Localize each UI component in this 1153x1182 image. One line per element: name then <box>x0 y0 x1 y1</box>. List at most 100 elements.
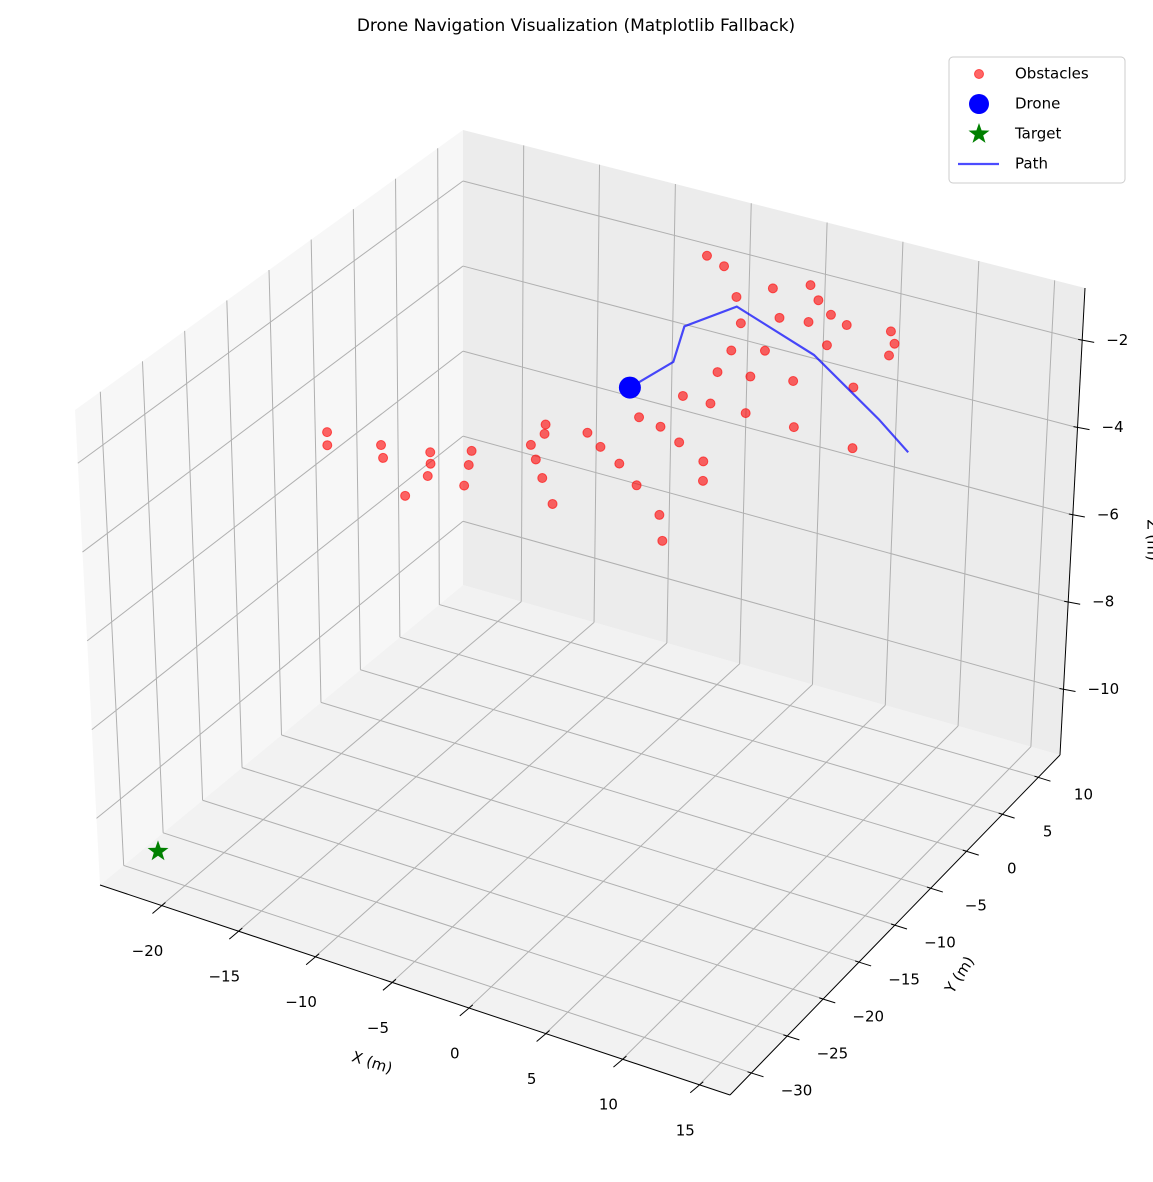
obstacle-point <box>788 422 799 433</box>
grid-line <box>352 209 361 670</box>
back-pane <box>463 130 1085 755</box>
grid-line <box>141 361 164 833</box>
y-tick-mark <box>747 1071 764 1078</box>
legend-swatch <box>974 69 984 79</box>
x-tick-label: −20 <box>132 942 164 960</box>
legend-swatch <box>968 123 990 143</box>
obstacle-point <box>322 427 333 438</box>
x-tick-label: −10 <box>285 993 317 1011</box>
obstacle-point <box>466 445 477 456</box>
legend-box <box>948 56 1126 184</box>
obstacle-point <box>821 340 832 351</box>
obstacle-point <box>547 498 558 509</box>
z-tick-mark <box>1078 338 1095 343</box>
x-tick-label: 5 <box>527 1070 537 1088</box>
obstacle-point <box>674 437 685 448</box>
obstacle-point <box>463 459 474 470</box>
y-axis-label: Y (m) <box>941 953 979 997</box>
grid-line <box>520 145 525 602</box>
y-tick-label: −25 <box>817 1044 849 1062</box>
obstacle-point <box>422 471 433 482</box>
obstacle-point <box>376 440 387 451</box>
grid-line <box>811 222 828 685</box>
drone-marker <box>618 376 641 399</box>
grid-line <box>268 269 282 736</box>
obstacle-point <box>735 318 746 329</box>
y-tick-mark <box>819 997 836 1004</box>
z-tick-label: −4 <box>1102 418 1124 436</box>
x-axis-line <box>99 884 731 1096</box>
obstacle-point <box>767 283 778 294</box>
grid-line <box>462 435 1069 603</box>
grid-line <box>202 799 824 1000</box>
z-axis-line <box>1059 287 1086 756</box>
obstacle-point <box>701 250 712 261</box>
grid-line <box>320 701 932 889</box>
x-tick-mark <box>305 953 320 966</box>
obstacle-point <box>631 480 642 491</box>
y-tick-label: −5 <box>965 897 987 915</box>
y-tick-mark <box>998 812 1015 819</box>
grid-line <box>86 350 464 642</box>
y-tick-mark <box>962 849 979 856</box>
left-pane <box>75 130 463 885</box>
y-tick-label: −20 <box>852 1007 884 1025</box>
obstacle-point <box>425 458 436 469</box>
grid-line <box>884 241 904 706</box>
x-tick-mark <box>228 927 243 940</box>
obstacle-point <box>654 509 665 520</box>
obstacle-point <box>400 490 411 501</box>
x-axis-label: X (m) <box>350 1048 395 1078</box>
grid-line <box>91 435 464 731</box>
obstacle-point <box>582 427 593 438</box>
z-tick-label: −2 <box>1106 331 1128 349</box>
grid-line <box>666 183 676 644</box>
z-tick-mark <box>1059 688 1076 693</box>
obstacle-point <box>657 535 668 546</box>
grid-line <box>739 203 752 664</box>
x-tick-label: 10 <box>599 1096 618 1114</box>
grid-line <box>226 300 243 768</box>
grid-line <box>462 520 1064 691</box>
obstacle-point <box>378 452 389 463</box>
obstacle-point <box>530 454 541 465</box>
obstacle-point <box>726 345 737 356</box>
z-tick-mark <box>1064 600 1081 605</box>
x-tick-label: 0 <box>450 1044 460 1062</box>
grid-line <box>439 604 1039 778</box>
chart-title: Drone Navigation Visualization (Matplotl… <box>357 16 795 36</box>
grid-line <box>82 265 464 553</box>
obstacle-point <box>719 261 730 272</box>
z-tick-label: −6 <box>1097 505 1119 523</box>
path-line <box>629 305 910 454</box>
x-tick-mark <box>459 1004 474 1017</box>
z-tick-label: −10 <box>1088 680 1120 698</box>
obstacle-point <box>697 475 708 486</box>
obstacle-point <box>459 480 470 491</box>
y-tick-label: 0 <box>1007 860 1017 878</box>
x-tick-label: −5 <box>367 1019 389 1037</box>
grid-line <box>437 148 440 605</box>
grid-line <box>462 350 1073 516</box>
y-tick-label: 5 <box>1043 823 1053 841</box>
obstacle-point <box>537 473 548 484</box>
grid-line <box>957 261 980 726</box>
obstacle-point <box>745 371 756 382</box>
obstacle-point <box>595 441 606 452</box>
obstacle-point <box>884 350 895 361</box>
target-marker <box>147 840 169 861</box>
obstacle-point <box>634 412 645 423</box>
x-tick-mark <box>613 1055 627 1068</box>
y-tick-label: −10 <box>924 934 956 952</box>
x-tick-label: −15 <box>208 968 240 986</box>
legend: Obstacles Drone Target Path <box>948 56 1126 184</box>
legend-label: Target <box>1014 125 1062 143</box>
x-tick-label: 15 <box>676 1121 695 1139</box>
obstacle-point <box>805 280 816 291</box>
grid-line <box>462 265 1078 429</box>
obstacle-point <box>425 447 436 458</box>
legend-swatch <box>969 94 989 114</box>
y-tick-mark <box>1034 775 1051 782</box>
y-tick-mark <box>926 886 944 893</box>
